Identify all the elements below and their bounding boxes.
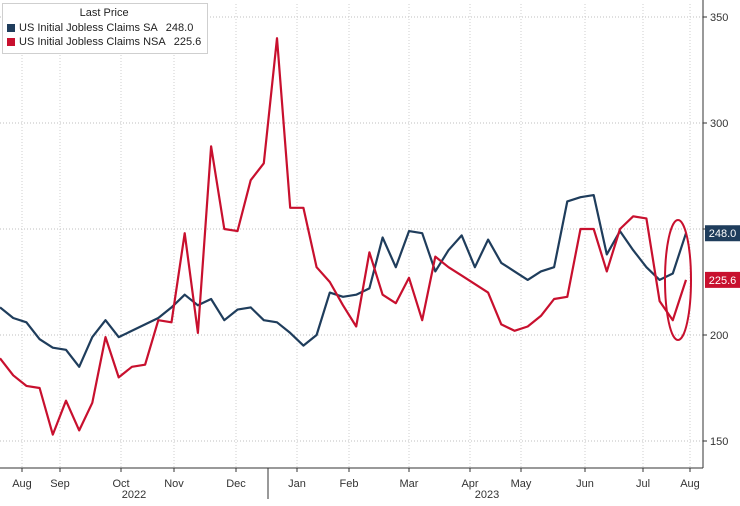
x-tick-label: Dec xyxy=(226,478,246,490)
x-year-label: 2023 xyxy=(475,489,499,501)
x-tick-label: Nov xyxy=(164,478,184,490)
x-tick-label: Oct xyxy=(112,478,129,490)
legend-label-sa: US Initial Jobless Claims SA xyxy=(19,22,158,34)
legend-entry-sa: US Initial Jobless Claims SA 248.0 xyxy=(7,21,201,35)
x-tick-label: Feb xyxy=(340,478,359,490)
y-tick-label: 300 xyxy=(710,118,728,130)
last-value-badge xyxy=(705,225,740,242)
x-tick-label: May xyxy=(511,478,532,490)
last-value-badge xyxy=(705,271,740,288)
x-tick-label: Jun xyxy=(576,478,594,490)
x-tick-label: Apr xyxy=(461,478,478,490)
x-year-label: 2022 xyxy=(122,489,146,501)
x-tick-label: Jul xyxy=(636,478,650,490)
legend-value-nsa: 225.6 xyxy=(173,36,202,48)
x-tick-label: Aug xyxy=(680,478,700,490)
legend-entry-nsa: US Initial Jobless Claims NSA 225.6 xyxy=(7,35,201,49)
y-tick-label: 150 xyxy=(710,436,728,448)
series-line-nsa xyxy=(0,37,688,436)
x-tick-label: Sep xyxy=(50,478,70,490)
last-value-label: 248.0 xyxy=(709,228,737,240)
legend-swatch-sa xyxy=(7,24,15,32)
legend-label-nsa: US Initial Jobless Claims NSA xyxy=(19,36,166,48)
last-value-label: 225.6 xyxy=(709,275,737,287)
legend-swatch-nsa xyxy=(7,38,15,46)
legend-title: Last Price xyxy=(79,7,129,19)
series-line-sa xyxy=(0,194,688,368)
x-tick-label: Mar xyxy=(400,478,419,490)
legend: Last Price US Initial Jobless Claims SA … xyxy=(2,3,209,54)
y-tick-label: 200 xyxy=(710,330,728,342)
x-tick-label: Jan xyxy=(288,478,306,490)
annotation-ellipse xyxy=(664,219,692,341)
x-tick-label: Aug xyxy=(12,478,32,490)
y-tick-label: 350 xyxy=(710,12,728,24)
legend-value-sa: 248.0 xyxy=(165,22,194,34)
